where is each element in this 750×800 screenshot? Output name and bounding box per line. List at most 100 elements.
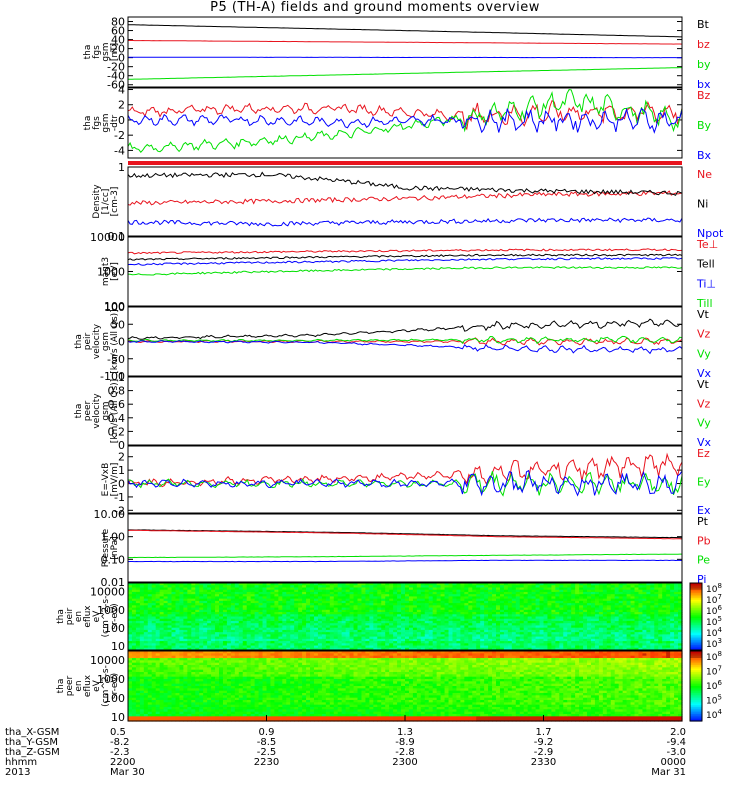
heat-cell [266, 625, 272, 629]
heat-cell [143, 603, 149, 606]
heat-cell [199, 618, 204, 622]
heat-cell [389, 629, 394, 633]
series-pressure-Pi [127, 559, 683, 563]
series-temp-Te⊥ [127, 248, 683, 255]
heat-cell [254, 625, 260, 629]
heat-cell [460, 609, 465, 613]
heat-cell [381, 616, 386, 620]
heat-cell [678, 596, 683, 600]
heat-cell [135, 609, 141, 613]
heat-cell [226, 612, 232, 615]
heat-cell [515, 596, 521, 600]
heat-cell [563, 600, 568, 604]
heat-cell [179, 660, 184, 664]
heat-cell [215, 585, 220, 589]
heat-cell [183, 665, 188, 668]
heat-cell [250, 591, 256, 595]
heat-cell [211, 636, 216, 640]
heat-cell [290, 594, 295, 597]
heat-cell [187, 603, 192, 606]
heat-cell [203, 616, 208, 620]
heat-cell [432, 645, 438, 649]
colorbar-cell [690, 641, 702, 644]
heat-cell [488, 598, 493, 602]
heat-cell [594, 629, 600, 633]
heat-cell [337, 620, 343, 624]
heat-cell [594, 614, 600, 618]
heat-cell [531, 585, 537, 589]
heat-cell [254, 591, 260, 595]
heat-cell [555, 614, 560, 618]
heat-cell [238, 589, 244, 593]
heat-cell [171, 620, 177, 624]
heat-cell [602, 643, 608, 647]
heat-cell [191, 605, 196, 609]
heat-cell [650, 632, 655, 635]
heat-cell [143, 629, 149, 633]
heat-cell [341, 585, 347, 589]
heat-cell [496, 596, 501, 600]
heat-cell [571, 627, 576, 631]
heat-cell [143, 704, 149, 708]
heat-cell [306, 641, 311, 644]
heat-cell [250, 609, 256, 613]
heat-cell [128, 695, 133, 699]
heat-cell [290, 600, 295, 604]
heat-cell [246, 587, 252, 591]
heat-cell [499, 616, 505, 620]
heat-cell [262, 616, 268, 620]
heat-cell [428, 638, 434, 642]
heat-cell [420, 647, 426, 651]
heat-cell [191, 688, 196, 692]
heat-cell [274, 596, 279, 600]
heat-cell [428, 596, 434, 600]
heat-cell [563, 591, 568, 595]
heat-cell [155, 658, 161, 661]
heat-cell [590, 616, 596, 620]
heat-cell [128, 589, 133, 593]
heat-cell [460, 636, 465, 640]
heat-cell [583, 583, 588, 586]
heat-cell [321, 634, 327, 638]
heat-cell [238, 647, 244, 651]
heat-cell [468, 600, 473, 604]
heat-cell [242, 627, 248, 631]
heat-cell [476, 645, 481, 649]
heat-cell [286, 645, 291, 649]
heat-cell [175, 667, 181, 671]
heat-cell [128, 686, 133, 689]
heat-cell [650, 594, 655, 597]
heat-cell [143, 647, 149, 651]
heat-cell [381, 594, 386, 597]
heat-cell [171, 653, 177, 657]
heat-cell [456, 585, 461, 589]
heat-cell [163, 609, 169, 613]
heat-cell [547, 598, 553, 602]
heat-cell [436, 589, 442, 593]
ylabel-peir_velocity-2: velocity [92, 323, 102, 359]
heat-cell [436, 614, 442, 618]
heat-cell [353, 594, 359, 597]
heat-cell [258, 605, 264, 609]
heat-cell [167, 627, 173, 631]
heat-cell [408, 636, 414, 640]
heat-cell [175, 587, 181, 591]
colorbar-cell [690, 601, 702, 604]
heat-cell [143, 655, 149, 659]
heat-cell [321, 603, 327, 606]
heat-cell [480, 623, 485, 627]
heat-cell [614, 641, 620, 644]
heat-cell [610, 636, 616, 640]
heat-cell [468, 623, 473, 627]
heat-cell [159, 603, 165, 606]
heat-cell [511, 605, 517, 609]
heat-cell [646, 583, 651, 586]
heat-cell [480, 612, 485, 615]
heat-cell [436, 647, 442, 651]
heat-cell [405, 632, 410, 635]
heat-cell [151, 643, 157, 647]
heat-cell [539, 607, 545, 611]
heat-cell [179, 658, 184, 661]
heat-cell [464, 603, 469, 606]
heat-cell [606, 636, 612, 640]
